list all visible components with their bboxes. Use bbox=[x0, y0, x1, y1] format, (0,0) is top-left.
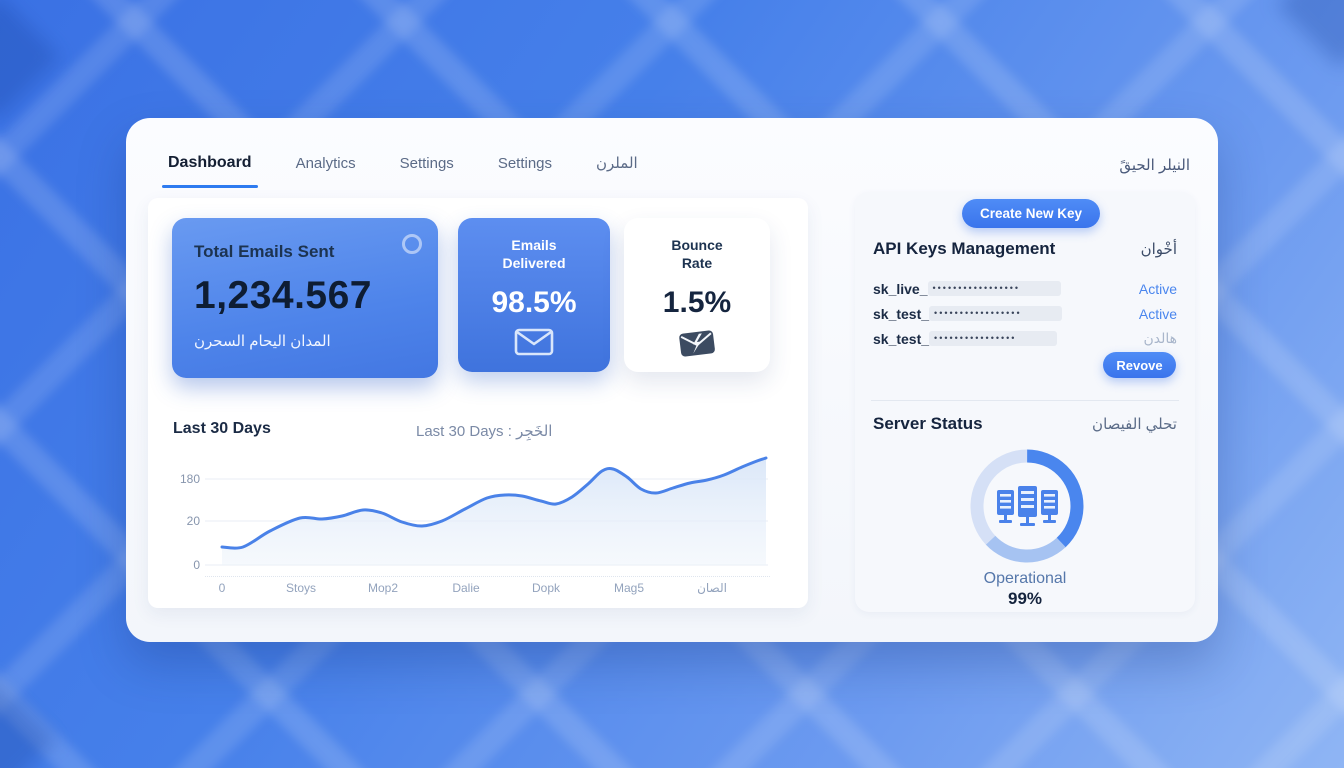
nav-right-label: النيلر الحيقً bbox=[1119, 157, 1190, 174]
nav-tab-3[interactable]: Settings bbox=[497, 154, 553, 172]
chart-x-label: Mag5 bbox=[613, 581, 645, 595]
chart-x-label: الصان bbox=[697, 581, 727, 595]
panel-divider bbox=[871, 400, 1179, 401]
total-emails-value: 1,234.567 bbox=[194, 274, 373, 317]
emails-delivered-card: Emails Delivered 98.5% bbox=[458, 218, 610, 372]
chart-x-label: Dopk bbox=[531, 581, 561, 595]
nav-tabs: Dashboard Analytics Settings Settings الملرن bbox=[162, 154, 638, 188]
emails-delivered-title: Emails Delivered bbox=[502, 237, 566, 271]
bounce-rate-card: Bounce Rate 1.5% bbox=[624, 218, 770, 372]
server-status-heading-row: Server Status تحلي الفيصان bbox=[873, 414, 1177, 434]
uptime-value: 99% bbox=[1007, 589, 1043, 608]
api-key-masked-value: ••••••••••••••••• bbox=[927, 281, 1061, 296]
chart-title: Last 30 Days bbox=[173, 420, 271, 437]
api-key-status: Active bbox=[1138, 280, 1177, 297]
api-keys-list: sk_live_ ••••••••••••••••• Active sk_test_ •… bbox=[873, 276, 1177, 351]
chart-y-tick: 180 bbox=[179, 472, 200, 486]
create-new-key-button[interactable]: Create New Key bbox=[962, 199, 1100, 228]
corner-diamond-decoration bbox=[0, 676, 57, 768]
chart-x-label: 0 bbox=[218, 581, 226, 595]
corner-diamond-decoration bbox=[1276, 0, 1344, 69]
emails-line-chart bbox=[205, 453, 770, 568]
email-stats-panel: Total Emails Sent 1,234.567 المدان اليحا… bbox=[148, 198, 808, 608]
circle-outline-icon bbox=[402, 234, 422, 254]
total-emails-title: Total Emails Sent bbox=[194, 242, 335, 261]
api-key-masked-value: •••••••••••••••• bbox=[929, 331, 1058, 346]
api-server-panel: Create New Key API Keys Management أخْوا… bbox=[855, 192, 1195, 612]
chart-x-label: Dalie bbox=[452, 581, 480, 595]
chart-x-label: Mop2 bbox=[367, 581, 399, 595]
api-key-status: هالدن bbox=[1143, 330, 1177, 346]
chart-y-tick: 0 bbox=[193, 558, 200, 572]
chart-x-label: Stoys bbox=[285, 581, 317, 595]
api-key-prefix: sk_live_ bbox=[873, 280, 928, 297]
api-key-masked-value: ••••••••••••••••• bbox=[929, 306, 1063, 321]
broken-envelope-icon bbox=[624, 328, 770, 363]
operational-label: Operational bbox=[983, 570, 1067, 587]
api-key-prefix: sk_test_ bbox=[873, 330, 930, 347]
api-keys-heading-arabic: أخْوان bbox=[1140, 241, 1177, 258]
bounce-rate-value: 1.5% bbox=[662, 286, 732, 319]
api-key-row: sk_test_ •••••••••••••••• هالدن bbox=[873, 326, 1177, 351]
nav-tab-0[interactable]: Dashboard bbox=[162, 154, 258, 188]
api-key-status: Active bbox=[1138, 305, 1177, 322]
dashboard-window: Dashboard Analytics Settings Settings الملرن… bbox=[126, 118, 1218, 642]
total-emails-subtitle: المدان اليحام السحرن bbox=[194, 333, 331, 350]
nav-tab-1[interactable]: Analytics bbox=[295, 154, 356, 172]
api-keys-heading: API Keys Management bbox=[873, 239, 1056, 258]
api-key-row: sk_test_ ••••••••••••••••• Active bbox=[873, 301, 1177, 326]
chart-x-axis: 0 Stoys Mop2 Dalie Dopk Mag5 الصان bbox=[205, 576, 770, 595]
api-key-row: sk_live_ ••••••••••••••••• Active bbox=[873, 276, 1177, 301]
server-status-heading-arabic: تحلي الفيصان bbox=[1092, 416, 1177, 433]
top-navigation: Dashboard Analytics Settings Settings الملرن… bbox=[162, 142, 1190, 188]
revoke-button[interactable]: Revove bbox=[1103, 352, 1176, 378]
api-key-prefix: sk_test_ bbox=[873, 305, 930, 322]
server-uptime-donut bbox=[965, 444, 1089, 568]
chart-subtitle: Last 30 Days : الخَجِر bbox=[416, 423, 553, 440]
server-status-heading: Server Status bbox=[873, 414, 983, 433]
nav-tab-4[interactable]: الملرن bbox=[596, 155, 638, 172]
chart-y-tick: 20 bbox=[186, 514, 200, 528]
envelope-icon bbox=[458, 328, 610, 361]
corner-diamond-decoration bbox=[0, 0, 61, 121]
server-racks-icon bbox=[989, 482, 1065, 530]
nav-tab-2[interactable]: Settings bbox=[399, 154, 454, 172]
bounce-rate-title: Bounce Rate bbox=[671, 237, 723, 271]
total-emails-card: Total Emails Sent 1,234.567 المدان اليحا… bbox=[172, 218, 438, 378]
emails-delivered-value: 98.5% bbox=[491, 286, 577, 319]
api-keys-heading-row: API Keys Management أخْوان bbox=[873, 239, 1177, 259]
